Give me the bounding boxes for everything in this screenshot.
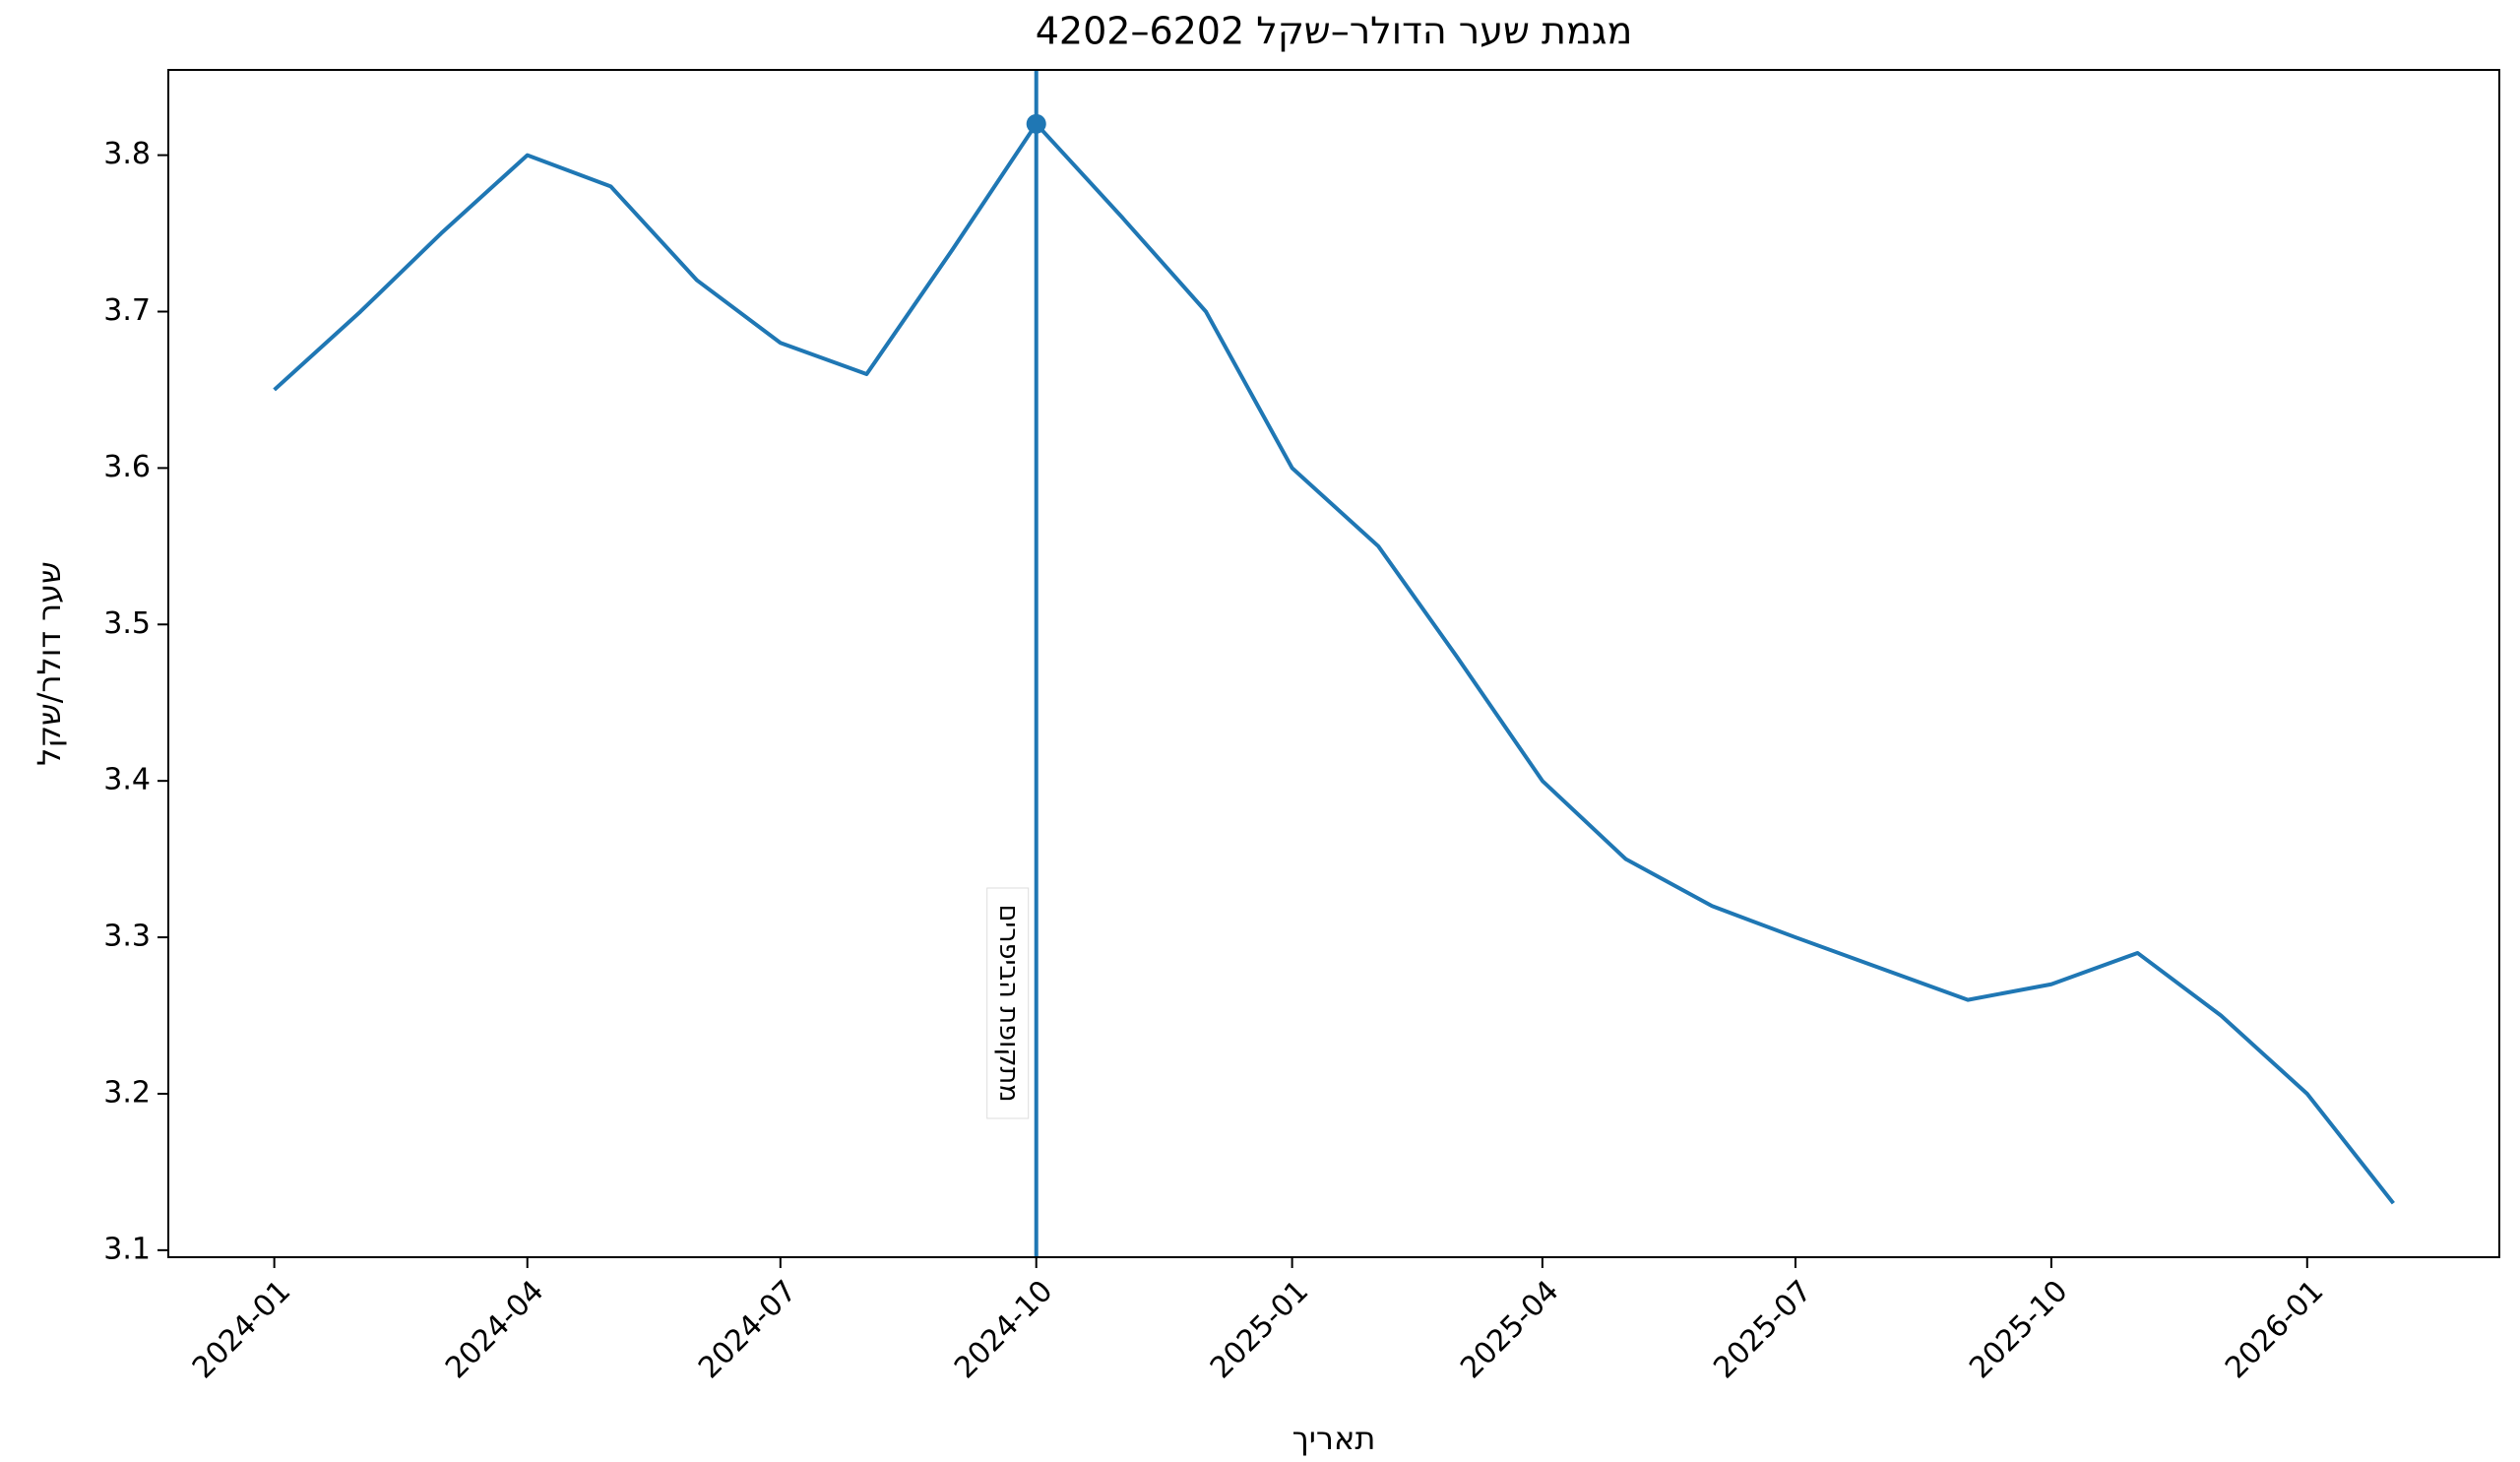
x-tick-label: 2025-01 (1204, 1274, 1315, 1385)
y-tick-label: 3.5 (103, 606, 151, 641)
annotation: מתקופת הביפרים (993, 904, 1024, 1102)
x-tick-label: 2025-07 (1707, 1274, 1818, 1385)
y-tick-label: 3.4 (103, 763, 151, 797)
plot-frame (167, 69, 2500, 1258)
annotation-box (986, 887, 1030, 1119)
x-tick-label: 2025-10 (1963, 1274, 2074, 1385)
x-tick-label: 2024-10 (948, 1274, 1059, 1385)
x-tick-label: 2025-04 (1454, 1274, 1565, 1385)
x-tick-label: 2024-01 (186, 1274, 297, 1385)
x-tick-label: 2024-07 (692, 1274, 803, 1385)
x-axis-label: תאריך (1292, 1420, 1376, 1457)
chart-title: מגמת שער הדולר–שקל 6202–4202 (1036, 10, 1633, 53)
data-line (273, 121, 2395, 1205)
y-tick-label: 3.3 (103, 920, 151, 954)
y-tick-label: 3.8 (103, 137, 151, 171)
y-tick-label: 3.1 (103, 1232, 151, 1266)
y-tick-label: 3.7 (103, 293, 151, 328)
highlight-point (1026, 113, 1046, 134)
y-tick-label: 3.6 (103, 450, 151, 484)
y-axis-label: שער דולר/שקל (31, 561, 68, 766)
x-tick-label: 2024-04 (439, 1274, 550, 1385)
x-tick-label: 2026-01 (2219, 1274, 2330, 1385)
y-tick-label: 3.2 (103, 1075, 151, 1110)
